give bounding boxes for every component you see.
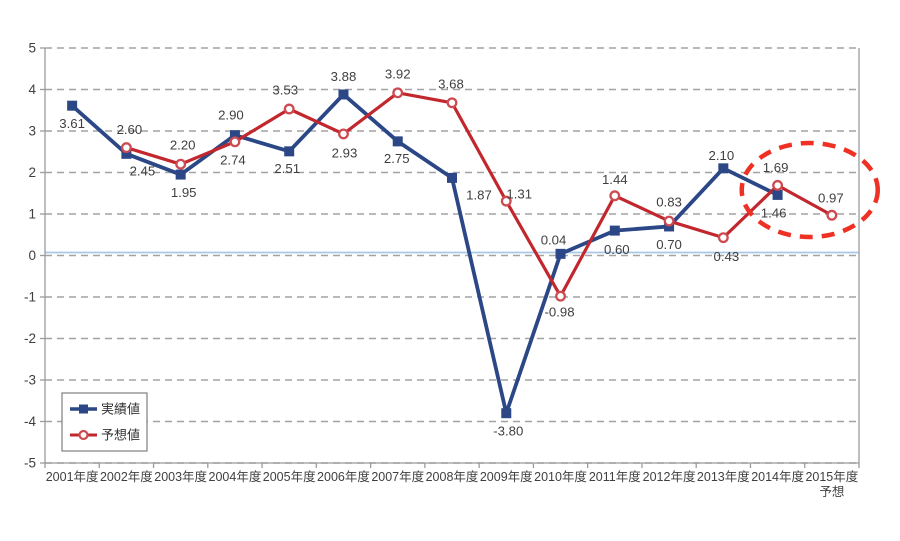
y-tick-label: 5 <box>28 41 36 56</box>
x-axis-label: 予想 <box>819 484 844 499</box>
legend-item-label: 実績値 <box>101 402 140 417</box>
data-point-marker-forecast <box>826 209 838 221</box>
data-point-label: 0.43 <box>713 249 739 264</box>
data-point-label: 3.53 <box>272 83 298 98</box>
x-axis-label: 2015年度 <box>805 469 858 484</box>
data-point-marker-forecast <box>609 190 621 202</box>
legend-box <box>61 392 148 452</box>
x-axis-label: 2007年度 <box>371 469 424 484</box>
data-point-label: 3.61 <box>59 116 85 131</box>
y-tick-label: -1 <box>24 290 36 305</box>
data-point-label: 3.68 <box>438 76 464 91</box>
data-point-marker-forecast <box>175 158 187 170</box>
data-point-label: 2.20 <box>170 138 196 153</box>
data-point-marker-forecast <box>555 290 566 302</box>
legend-marker-circle <box>78 429 89 441</box>
data-point-label: 2.75 <box>384 151 410 166</box>
data-point-marker-actual <box>229 130 240 141</box>
data-point-label: 2.60 <box>117 122 143 137</box>
x-axis-label: 2003年度 <box>154 469 207 484</box>
x-axis-label: 2008年度 <box>426 469 479 484</box>
data-point-marker-forecast <box>338 128 349 140</box>
data-point-marker-actual <box>718 163 729 174</box>
x-axis-label: 2014年度 <box>751 469 804 484</box>
data-point-label: 3.92 <box>385 66 411 81</box>
data-point-marker-actual <box>175 169 186 180</box>
data-point-label: 1.44 <box>602 172 628 187</box>
x-axis-label: 2013年度 <box>697 469 750 484</box>
x-axis-label: 2005年度 <box>263 469 316 484</box>
data-point-marker-forecast <box>717 232 729 244</box>
x-axis-label: 2002年度 <box>100 469 153 484</box>
data-point-label: 0.04 <box>541 232 567 247</box>
data-point-marker-actual <box>392 136 403 147</box>
data-point-marker-forecast <box>500 195 512 207</box>
data-point-marker-actual <box>67 100 78 111</box>
y-tick-label: 1 <box>28 207 36 222</box>
data-point-label: 3.88 <box>331 69 357 84</box>
data-point-label: 2.93 <box>332 145 358 160</box>
data-point-marker-forecast <box>392 87 404 99</box>
data-point-marker-actual <box>284 146 295 157</box>
data-point-label: 0.97 <box>818 191 844 206</box>
y-tick-label: 3 <box>28 124 36 139</box>
data-point-label: 1.95 <box>171 185 197 200</box>
y-tick-label: -3 <box>24 373 36 388</box>
x-axis-label: 2001年度 <box>46 469 99 484</box>
data-point-label: 2.51 <box>274 161 300 176</box>
y-tick-label: 4 <box>28 82 36 97</box>
data-point-label: 1.31 <box>506 187 532 202</box>
y-tick-label: -4 <box>24 414 36 429</box>
x-axis-label: 2011年度 <box>589 469 641 484</box>
data-point-marker-forecast <box>120 142 132 154</box>
data-point-marker-actual <box>555 248 566 259</box>
data-point-marker-actual <box>772 189 783 200</box>
y-tick-label: 2 <box>28 165 36 180</box>
data-point-label: -3.80 <box>493 424 523 439</box>
data-point-label: -0.98 <box>545 305 575 320</box>
x-axis-label: 2004年度 <box>209 469 262 484</box>
data-point-marker-forecast <box>663 215 675 227</box>
data-point-label: 2.90 <box>218 108 244 123</box>
data-point-marker-forecast <box>229 136 241 148</box>
data-point-label: 0.70 <box>656 237 682 252</box>
data-point-marker-actual <box>501 408 512 419</box>
data-point-label: 2.10 <box>708 148 734 163</box>
y-tick-label: 0 <box>28 248 36 263</box>
data-point-label: 1.87 <box>466 187 492 202</box>
data-point-marker-actual <box>338 89 349 100</box>
series-forecast-line <box>124 91 834 298</box>
data-point-marker-forecast <box>283 103 295 115</box>
data-point-marker-actual <box>121 148 132 159</box>
data-point-label: 0.60 <box>604 242 630 257</box>
data-point-label: 1.69 <box>763 160 789 175</box>
x-axis-label: 2010年度 <box>534 469 587 484</box>
data-point-label: 0.83 <box>656 195 682 210</box>
data-point-marker-forecast <box>446 97 458 109</box>
legend-item-label: 予想値 <box>101 428 140 443</box>
data-point-label: 1.46 <box>761 205 787 220</box>
y-tick-label: -2 <box>24 331 36 346</box>
legend-marker-square <box>79 404 88 414</box>
data-point-label: 2.45 <box>130 163 156 178</box>
highlight-ellipse <box>739 140 880 240</box>
data-point-marker-forecast <box>772 179 784 191</box>
data-point-marker-actual <box>447 172 457 183</box>
y-tick-label: -5 <box>24 456 36 471</box>
x-axis-label: 2009年度 <box>480 469 533 484</box>
x-axis-label: 2012年度 <box>643 469 696 484</box>
series-actual-line <box>70 92 780 416</box>
data-point-label: 2.74 <box>220 152 246 167</box>
data-point-marker-actual <box>609 225 620 236</box>
x-axis-label: 2006年度 <box>317 469 370 484</box>
